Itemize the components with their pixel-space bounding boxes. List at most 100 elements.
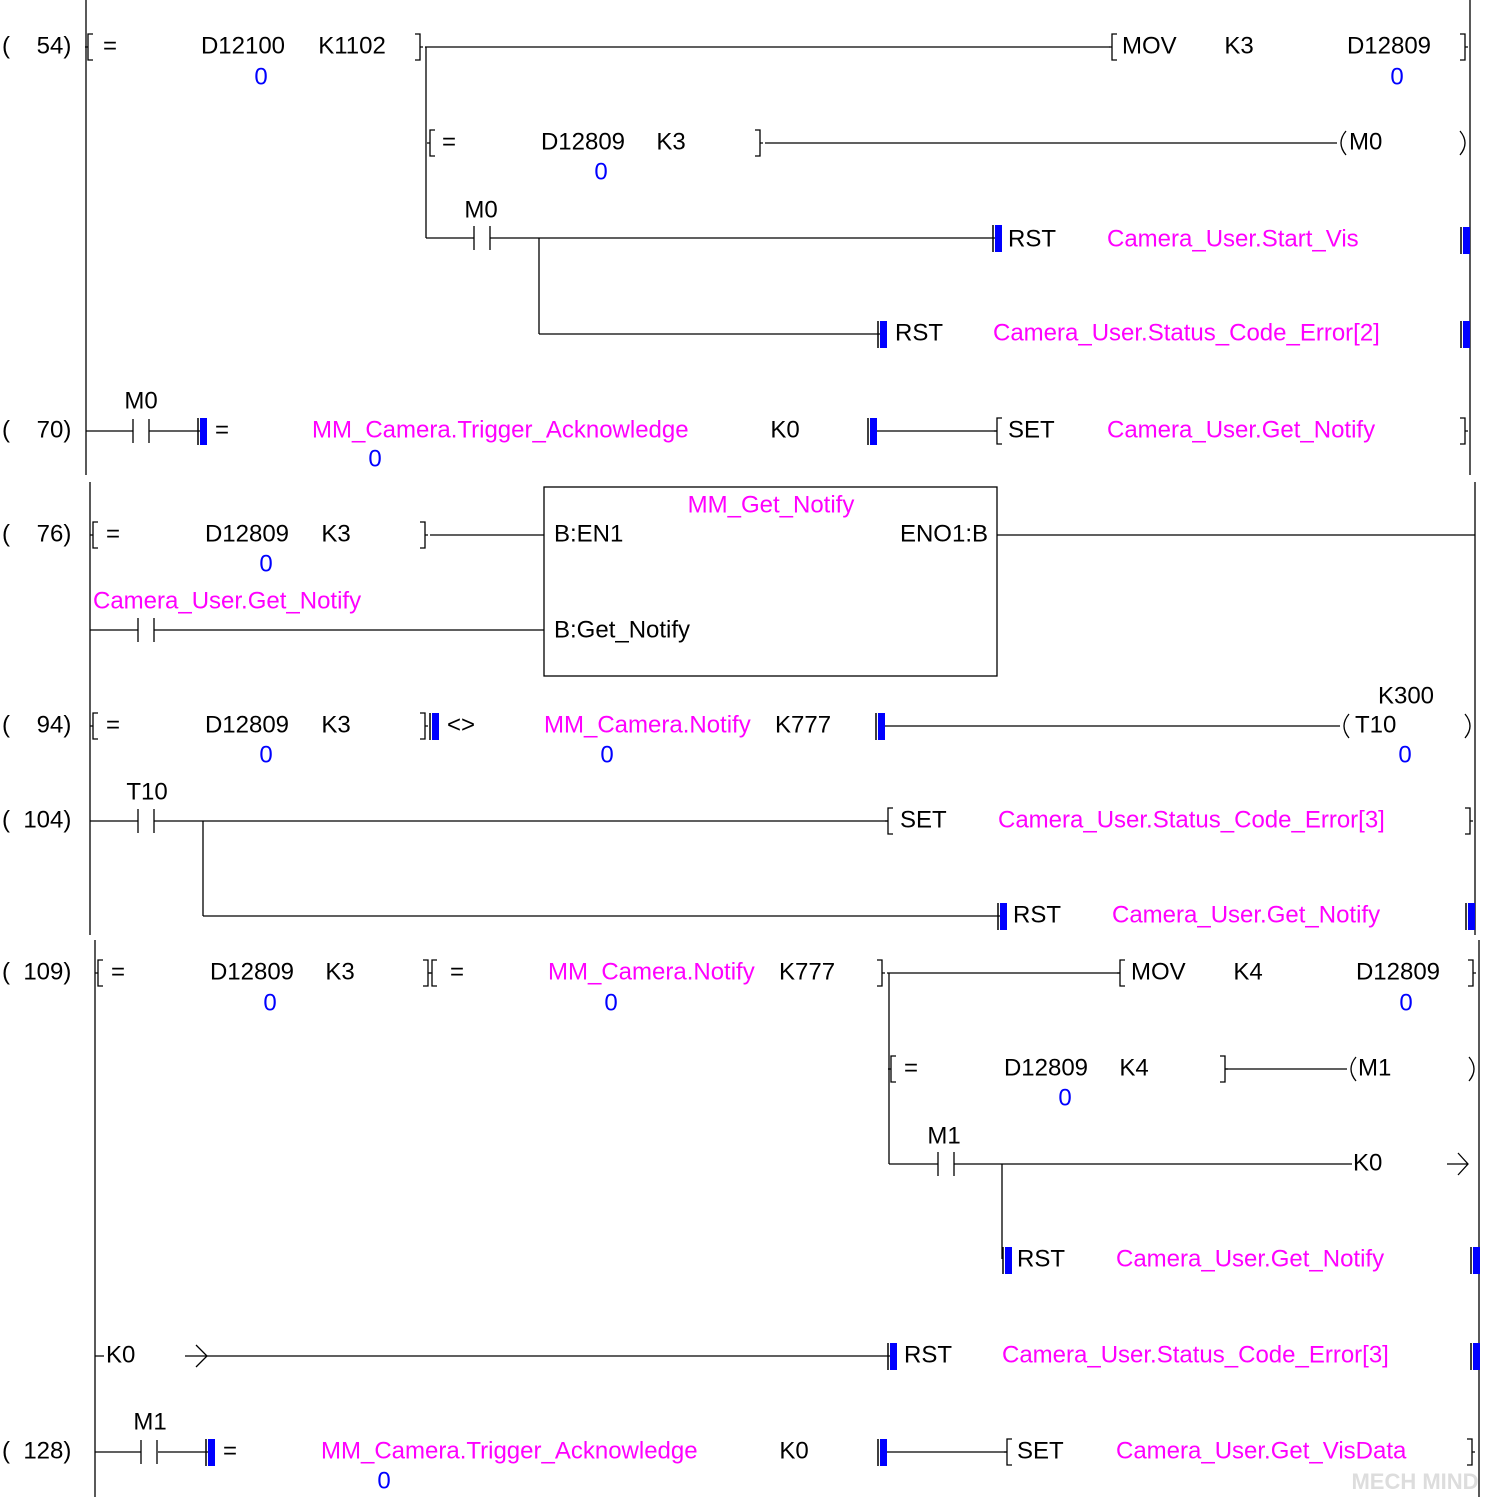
step-number: ( 104) (2, 806, 71, 833)
bracket (1468, 959, 1476, 987)
bracket (90, 521, 98, 549)
operand: RST (904, 1341, 952, 1368)
operand: ENO1:B (900, 520, 988, 547)
wire (85, 0, 1480, 1497)
operand: = (450, 958, 464, 985)
operand: SET (900, 806, 947, 833)
bracket (1004, 1438, 1012, 1466)
operand: D12100 (201, 32, 285, 59)
operand: D12809 (1356, 958, 1440, 985)
marker (870, 418, 877, 445)
coil (1350, 1056, 1357, 1082)
operand: K3 (325, 958, 354, 985)
marker (1005, 1247, 1012, 1274)
bracket (1460, 33, 1468, 61)
marker (890, 1343, 897, 1370)
watermark: MECH MIND (1351, 1469, 1478, 1494)
label: MM_Camera.Notify (548, 958, 755, 985)
operand: SET (1017, 1437, 1064, 1464)
value: 0 (594, 158, 607, 185)
coil (1459, 130, 1466, 156)
step-number: ( 94) (2, 711, 71, 738)
label: MM_Camera.Notify (544, 711, 751, 738)
operand: RST (1008, 225, 1056, 252)
bracket (423, 959, 431, 987)
operand: D12809 (1004, 1054, 1088, 1081)
operand: D12809 (205, 711, 289, 738)
label: MM_Get_Notify (688, 491, 855, 518)
operand: M0 (124, 387, 157, 414)
operand: MOV (1122, 32, 1177, 59)
function-block (543, 486, 998, 677)
operand: K0 (106, 1341, 135, 1368)
operand: K777 (779, 958, 835, 985)
marker (200, 418, 207, 445)
label: Camera_User.Get_Notify (1107, 416, 1375, 443)
operand: K0 (779, 1437, 808, 1464)
operand: RST (1017, 1245, 1065, 1272)
bracket (415, 33, 423, 61)
label: MM_Camera.Trigger_Acknowledge (312, 416, 689, 443)
operand: M0 (1349, 128, 1382, 155)
contact (137, 809, 155, 833)
value: 0 (1398, 741, 1411, 768)
operand: D12809 (541, 128, 625, 155)
marker (1473, 1343, 1480, 1370)
bracket (85, 33, 93, 61)
bracket (95, 959, 103, 987)
bracket (1467, 1438, 1475, 1466)
operand: K0 (770, 416, 799, 443)
marker (880, 1439, 887, 1466)
label: Camera_User.Status_Code_Error[3] (998, 806, 1385, 833)
bracket (885, 807, 893, 835)
bracket (1460, 417, 1468, 445)
operand: RST (1013, 901, 1061, 928)
marker (208, 1439, 215, 1466)
operand: K3 (321, 711, 350, 738)
step-number: ( 54) (2, 32, 71, 59)
marker (1468, 903, 1475, 930)
bracket (1465, 807, 1473, 835)
operand: = (904, 1054, 918, 1081)
operand: = (111, 958, 125, 985)
marker (878, 713, 885, 740)
bracket (888, 1055, 896, 1083)
value: 0 (1390, 63, 1403, 90)
operand: = (215, 416, 229, 443)
operand: RST (895, 319, 943, 346)
operand: K4 (1119, 1054, 1148, 1081)
value: 0 (604, 989, 617, 1016)
operand: K777 (775, 711, 831, 738)
operand: MOV (1131, 958, 1186, 985)
label: MM_Camera.Trigger_Acknowledge (321, 1437, 698, 1464)
label: Camera_User.Status_Code_Error[3] (1002, 1341, 1389, 1368)
operand: K4 (1233, 958, 1262, 985)
operand: B:EN1 (554, 520, 623, 547)
coil (1468, 1056, 1475, 1082)
label: Camera_User.Get_Notify (1112, 901, 1380, 928)
label: Camera_User.Status_Code_Error[2] (993, 319, 1380, 346)
contact (137, 618, 155, 642)
bracket (877, 959, 885, 987)
bracket (420, 712, 428, 740)
value: 0 (1399, 989, 1412, 1016)
label: Camera_User.Get_VisData (1116, 1437, 1407, 1464)
marker (1463, 321, 1470, 348)
operand: T10 (1355, 711, 1396, 738)
bracket (1117, 959, 1125, 987)
bracket (994, 417, 1002, 445)
bracket (755, 129, 763, 157)
contact (140, 1440, 158, 1464)
operand: = (106, 711, 120, 738)
value: 0 (368, 445, 381, 472)
operand: M0 (464, 196, 497, 223)
operand: M1 (133, 1408, 166, 1435)
operand: B:Get_Notify (554, 616, 690, 643)
contact (473, 226, 491, 250)
bracket (427, 129, 435, 157)
bracket (90, 712, 98, 740)
value: 0 (600, 741, 613, 768)
operand: T10 (126, 778, 167, 805)
value: 0 (259, 741, 272, 768)
step-number: ( 70) (2, 416, 71, 443)
